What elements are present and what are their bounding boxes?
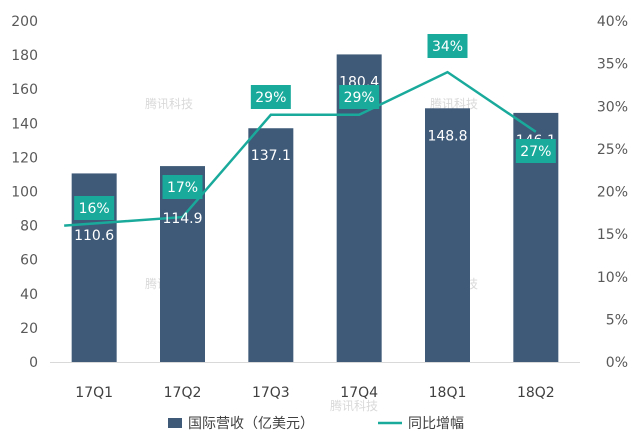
right-tick-label: 35% (597, 57, 628, 73)
left-axis: 0 20 40 60 80 100 120 140 160 180 200 (11, 14, 38, 371)
legend-item-bars: 国际营收（亿美元） (168, 416, 314, 432)
legend-label-growth: 同比增幅 (408, 416, 464, 432)
left-tick-label: 0 (29, 355, 38, 371)
left-tick-label: 60 (20, 253, 38, 269)
category-label-17Q1: 17Q1 (75, 385, 113, 401)
bar-value-17Q3: 137.1 (251, 148, 291, 164)
growth-line (64, 70, 537, 227)
left-tick-label: 180 (11, 48, 38, 64)
right-tick-label: 15% (597, 227, 628, 243)
left-tick-label: 80 (20, 219, 38, 235)
growth-label-text: 29% (344, 90, 375, 106)
growth-label-text: 34% (432, 39, 463, 55)
growth-label-box (162, 175, 203, 199)
category-labels: 17Q1 17Q2 17Q3 17Q4 18Q1 18Q2 (75, 385, 554, 401)
growth-label-17Q4: 29% (339, 85, 380, 109)
right-tick-label: 20% (597, 185, 628, 201)
right-tick-label: 30% (597, 99, 628, 115)
growth-label-17Q1: 16% (74, 196, 115, 220)
bars (50, 54, 580, 363)
growth-label-box (339, 85, 380, 109)
category-label-18Q2: 18Q2 (517, 385, 555, 401)
right-tick-label: 40% (597, 14, 628, 30)
growth-label-text: 27% (520, 144, 551, 160)
growth-label-18Q2: 27% (515, 139, 556, 163)
right-axis: 0% 5% 10% 15% 20% 25% 30% 35% 40% (597, 14, 628, 371)
growth-polyline (64, 70, 537, 227)
category-label-17Q4: 17Q4 (340, 385, 378, 401)
growth-label-text: 16% (79, 201, 110, 217)
category-label-18Q1: 18Q1 (429, 385, 467, 401)
left-tick-label: 160 (11, 82, 38, 98)
growth-label-box (250, 85, 291, 109)
bar-value-18Q1: 148.8 (427, 128, 467, 144)
growth-label-17Q2: 17% (162, 175, 203, 199)
growth-labels: 16% 17% 29% 29% 34% 27% (74, 34, 556, 220)
watermark-1: 腾讯科技 (430, 96, 478, 111)
bar-value-17Q2: 114.9 (162, 211, 202, 227)
bar-18Q1 (425, 108, 470, 363)
growth-label-18Q1: 34% (427, 34, 468, 58)
legend-swatch-bars (168, 418, 182, 428)
growth-label-text: 29% (255, 90, 286, 106)
left-tick-label: 140 (11, 116, 38, 132)
growth-label-box (515, 139, 556, 163)
legend: 国际营收（亿美元） 同比增幅 (168, 416, 464, 432)
growth-label-text: 17% (167, 180, 198, 196)
category-label-17Q2: 17Q2 (164, 385, 202, 401)
growth-label-box (74, 196, 115, 220)
watermark-4: 腾讯科技 (330, 398, 378, 413)
left-tick-label: 100 (11, 185, 38, 201)
right-tick-label: 5% (606, 312, 628, 328)
bar-17Q3 (248, 128, 294, 362)
right-tick-label: 0% (606, 355, 628, 371)
left-tick-label: 20 (20, 321, 38, 337)
category-label-17Q3: 17Q3 (252, 385, 290, 401)
legend-item-growth: 同比增幅 (378, 416, 464, 432)
right-tick-label: 10% (597, 270, 628, 286)
growth-label-17Q3: 29% (250, 85, 291, 109)
left-tick-label: 120 (11, 150, 38, 166)
bar-value-17Q1: 110.6 (74, 228, 114, 244)
watermark-0: 腾讯科技 (145, 96, 193, 111)
legend-label-bars: 国际营收（亿美元） (188, 416, 314, 432)
left-tick-label: 40 (20, 287, 38, 303)
left-tick-label: 200 (11, 14, 38, 30)
growth-label-box (427, 34, 468, 58)
right-tick-label: 25% (597, 142, 628, 158)
